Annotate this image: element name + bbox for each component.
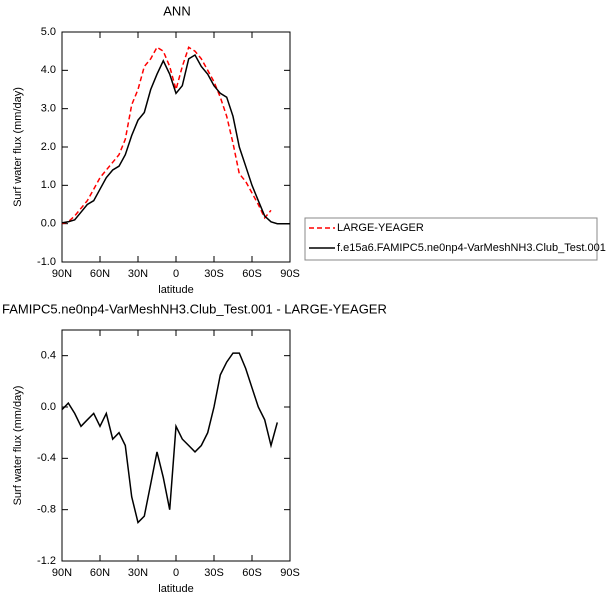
y-tick-label: -0.8 <box>37 504 56 516</box>
x-tick-label: 90N <box>52 268 72 280</box>
data-line <box>61 352 279 524</box>
y-axis-label: Surf water flux (mm/day) <box>12 386 24 506</box>
x-tick-label: 30S <box>204 567 224 579</box>
x-tick-label: 90S <box>280 268 300 280</box>
y-tick-label: 0.0 <box>41 218 56 230</box>
y-tick-label: 5.0 <box>41 26 56 38</box>
y-tick-label: 1.0 <box>41 179 56 191</box>
y-tick-label: 0.4 <box>41 350 56 362</box>
y-tick-label: -1.0 <box>37 256 56 268</box>
x-axis-label: latitude <box>158 583 193 595</box>
y-axis-label: Surf water flux (mm/day) <box>12 87 24 207</box>
plot-frame <box>61 329 291 562</box>
y-tick-label: 4.0 <box>41 64 56 76</box>
data-line <box>61 53 290 225</box>
chart-title: ANN <box>163 3 190 18</box>
x-tick-label: 60N <box>90 567 110 579</box>
legend-box <box>304 217 598 261</box>
x-tick-label: 30N <box>128 268 148 280</box>
y-tick-label: -1.2 <box>37 555 56 567</box>
chart-title: FAMIPC5.ne0np4-VarMeshNH3.Club_Test.001 … <box>2 301 387 316</box>
x-tick-label: 30S <box>204 268 224 280</box>
legend-label: f.e15a6.FAMIPC5.ne0np4-VarMeshNH3.Club_T… <box>337 242 606 254</box>
data-line <box>61 46 272 225</box>
x-axis-label: latitude <box>158 284 193 296</box>
x-tick-label: 0 <box>173 567 179 579</box>
y-tick-label: 3.0 <box>41 103 56 115</box>
x-tick-label: 30N <box>128 567 148 579</box>
y-tick-label: 0.0 <box>41 401 56 413</box>
x-tick-label: 90N <box>52 567 72 579</box>
y-tick-label: 2.0 <box>41 141 56 153</box>
legend-label: LARGE-YEAGER <box>337 222 424 234</box>
x-tick-label: 60N <box>90 268 110 280</box>
y-tick-label: -0.4 <box>37 452 56 464</box>
x-tick-label: 90S <box>280 567 300 579</box>
x-tick-label: 60S <box>242 268 262 280</box>
x-tick-label: 0 <box>173 268 179 280</box>
x-tick-label: 60S <box>242 567 262 579</box>
plot-frame <box>61 31 291 263</box>
